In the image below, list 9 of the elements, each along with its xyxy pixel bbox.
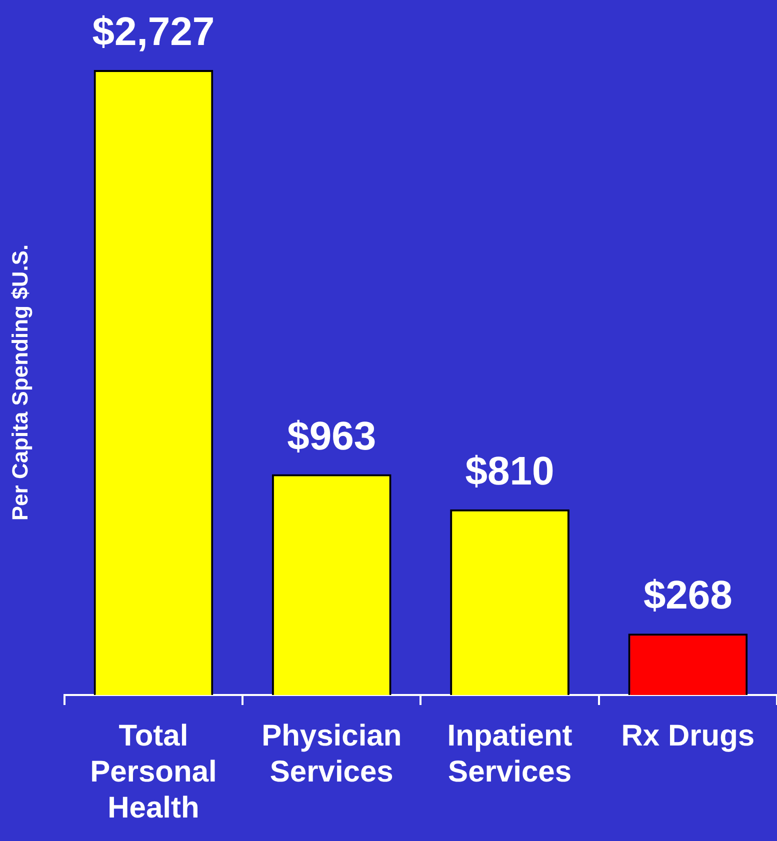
x-tick-label: Rx Drugs (621, 719, 755, 752)
data-label: $2,727 (92, 10, 215, 54)
x-tick-label: Inpatient Services (447, 719, 572, 788)
data-label: $810 (465, 449, 554, 494)
x-tick-label: Total Personal Health (90, 719, 217, 824)
y-axis-title: Per Capita Spending $U.S. (7, 244, 32, 521)
x-tick-label: Physician Services (262, 719, 402, 788)
data-label: $268 (643, 574, 732, 618)
data-label: $963 (287, 414, 376, 458)
